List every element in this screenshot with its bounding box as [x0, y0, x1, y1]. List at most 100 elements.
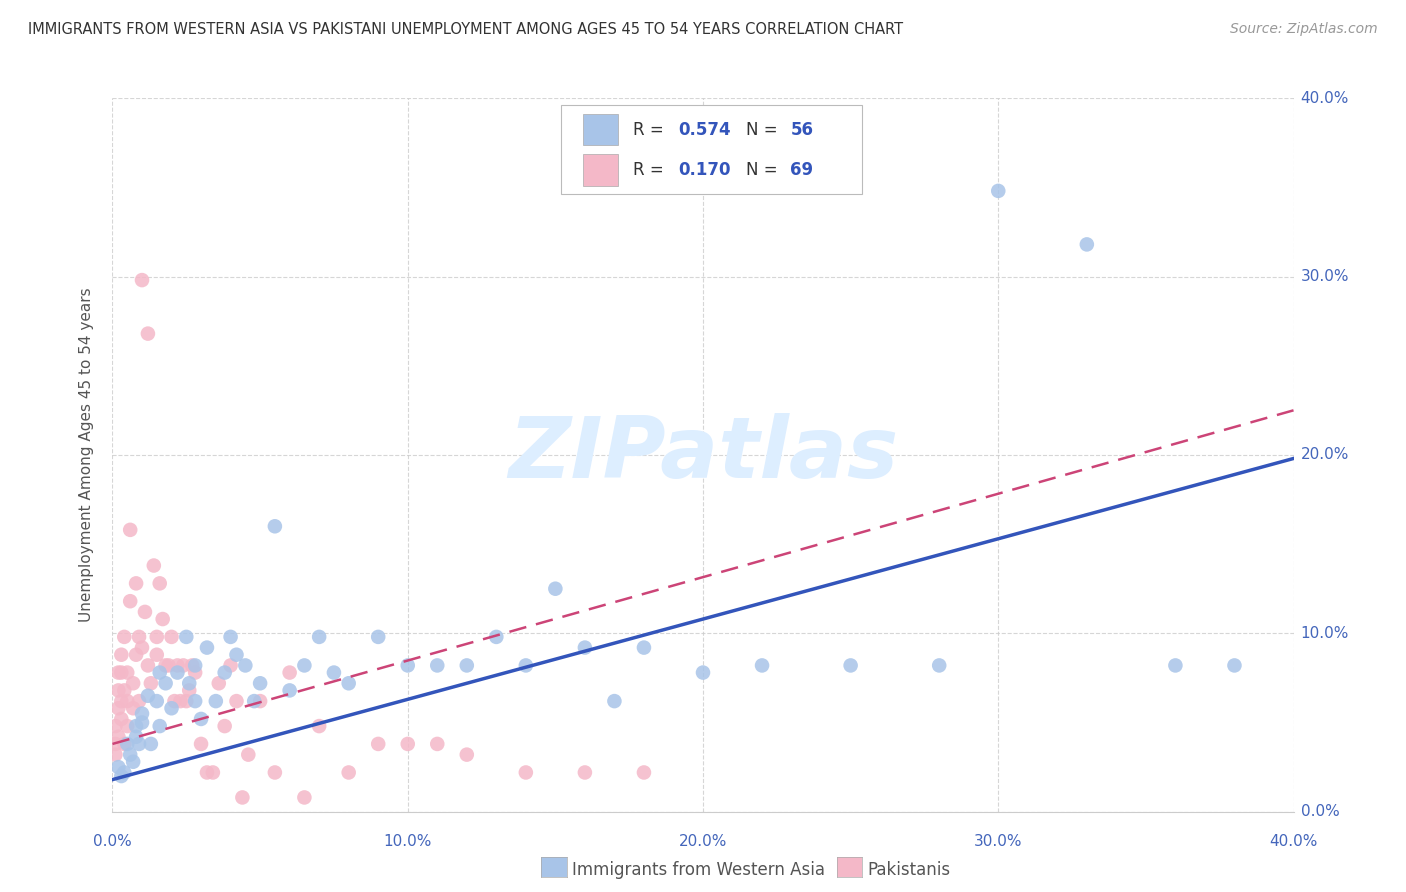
Point — [104, 747, 127, 762]
Point — [515, 658, 537, 673]
Text: 10.0%: 10.0% — [384, 834, 432, 849]
Point — [134, 605, 156, 619]
Point — [928, 658, 950, 673]
Point — [181, 658, 204, 673]
Text: 0.574: 0.574 — [678, 120, 731, 138]
Point — [633, 640, 655, 655]
Point — [987, 184, 1010, 198]
Point — [1164, 658, 1187, 673]
Point — [574, 765, 596, 780]
Point — [160, 701, 183, 715]
Point — [110, 665, 132, 680]
Point — [214, 665, 236, 680]
Point — [515, 765, 537, 780]
Point — [112, 683, 135, 698]
Point — [278, 665, 301, 680]
FancyBboxPatch shape — [582, 114, 619, 145]
Point — [184, 665, 207, 680]
Point — [107, 683, 129, 698]
Point — [120, 523, 142, 537]
Point — [225, 648, 247, 662]
Point — [136, 326, 159, 341]
Point — [166, 665, 188, 680]
Point — [308, 719, 330, 733]
Point — [131, 706, 153, 721]
Point — [128, 737, 150, 751]
Point — [146, 694, 169, 708]
Point — [117, 719, 138, 733]
Y-axis label: Unemployment Among Ages 45 to 54 years: Unemployment Among Ages 45 to 54 years — [79, 287, 94, 623]
Point — [214, 719, 236, 733]
Point — [367, 630, 389, 644]
Text: 69: 69 — [790, 161, 814, 179]
Point — [184, 658, 207, 673]
Text: 40.0%: 40.0% — [1270, 834, 1317, 849]
Point — [219, 630, 242, 644]
Point — [225, 694, 247, 708]
Point — [574, 640, 596, 655]
Point — [337, 676, 360, 690]
Point — [249, 676, 271, 690]
FancyBboxPatch shape — [561, 105, 862, 194]
Point — [485, 630, 508, 644]
Text: 10.0%: 10.0% — [1301, 626, 1348, 640]
Text: N =: N = — [745, 120, 782, 138]
Point — [323, 665, 346, 680]
Point — [231, 790, 253, 805]
Point — [692, 665, 714, 680]
Text: 30.0%: 30.0% — [1301, 269, 1348, 284]
Text: Pakistanis: Pakistanis — [868, 861, 950, 879]
Text: ZIPatlas: ZIPatlas — [508, 413, 898, 497]
Text: R =: R = — [633, 161, 669, 179]
Point — [110, 648, 132, 662]
Point — [166, 658, 188, 673]
Point — [112, 765, 135, 780]
Point — [219, 658, 242, 673]
Point — [337, 765, 360, 780]
Point — [190, 712, 212, 726]
Point — [149, 719, 172, 733]
Point — [174, 630, 197, 644]
Point — [292, 658, 315, 673]
Point — [208, 676, 231, 690]
Point — [122, 755, 145, 769]
Text: 20.0%: 20.0% — [1301, 448, 1348, 462]
Point — [456, 747, 478, 762]
Point — [128, 630, 150, 644]
Point — [104, 737, 127, 751]
Point — [120, 747, 142, 762]
Point — [243, 694, 266, 708]
Point — [205, 694, 228, 708]
Point — [125, 730, 148, 744]
Text: 0.170: 0.170 — [678, 161, 731, 179]
Text: 30.0%: 30.0% — [974, 834, 1022, 849]
Point — [278, 683, 301, 698]
Point — [125, 576, 148, 591]
Text: Source: ZipAtlas.com: Source: ZipAtlas.com — [1230, 22, 1378, 37]
Point — [152, 612, 174, 626]
Point — [125, 648, 148, 662]
Text: 20.0%: 20.0% — [679, 834, 727, 849]
Point — [233, 658, 256, 673]
Point — [163, 694, 186, 708]
Point — [172, 658, 194, 673]
Point — [839, 658, 862, 673]
Text: 40.0%: 40.0% — [1301, 91, 1348, 105]
Point — [264, 519, 287, 533]
Text: 56: 56 — [790, 120, 814, 138]
Point — [107, 701, 129, 715]
Point — [184, 694, 207, 708]
Point — [249, 694, 271, 708]
Point — [426, 737, 449, 751]
Point — [174, 694, 197, 708]
Point — [157, 658, 180, 673]
Point — [131, 273, 153, 287]
Point — [160, 630, 183, 644]
Point — [396, 737, 419, 751]
Point — [195, 640, 218, 655]
Point — [107, 665, 129, 680]
Point — [603, 694, 626, 708]
Point — [112, 737, 135, 751]
Point — [179, 683, 201, 698]
Point — [139, 676, 162, 690]
